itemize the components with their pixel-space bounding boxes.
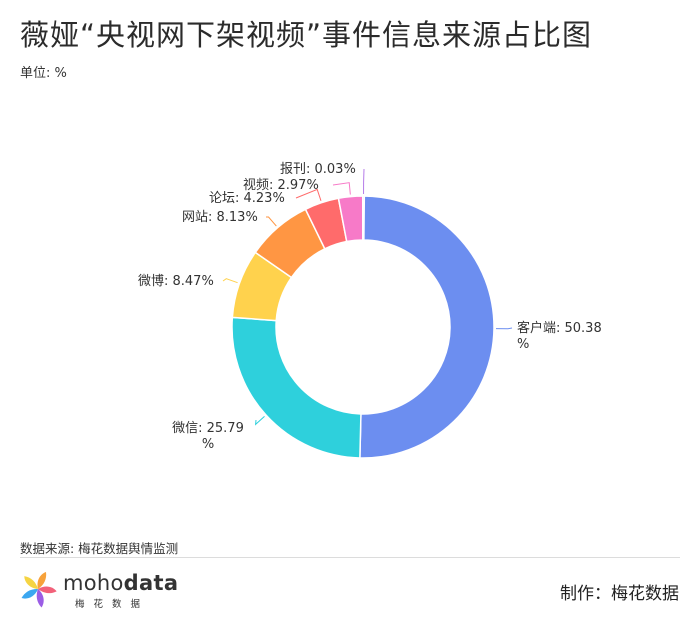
data-label-微信: 微信: 25.79% (172, 421, 244, 452)
data-label-视频: 视频: 2.97% (243, 178, 319, 193)
logo-subtitle: 梅花数据 (75, 599, 150, 610)
leader-line-客户端 (495, 327, 513, 330)
logo-word-light: moho (63, 571, 124, 595)
logo-wordmark: mohodata (63, 571, 178, 595)
maker-credit: 制作：梅花数据 (560, 584, 679, 604)
leader-line-论坛 (295, 188, 322, 201)
data-label-论坛: 论坛: 4.23% (209, 191, 285, 206)
chart-title: 薇娅“央视网下架视频”事件信息来源占比图 (20, 18, 593, 52)
mohodata-logo: mohodata 梅花数据 (18, 569, 178, 611)
logo-word-bold: data (123, 571, 179, 595)
footer-divider (20, 557, 680, 558)
data-source: 数据来源: 梅花数据舆情监测 (20, 541, 179, 556)
data-label-客户端: 客户端: 50.38% (517, 320, 602, 352)
slice-客户端 (359, 195, 495, 459)
data-label-微博: 微博: 8.47% (138, 274, 214, 289)
leader-line-视频 (332, 182, 351, 195)
leader-line-微信 (254, 415, 265, 426)
leader-line-网站 (265, 216, 277, 227)
leader-line-微博 (222, 278, 238, 284)
data-label-报刊: 报刊: 0.03% (280, 162, 356, 177)
unit-label: 单位: % (20, 66, 67, 81)
pinwheel-icon (21, 572, 57, 608)
data-label-网站: 网站: 8.13% (182, 210, 258, 225)
slice-报刊 (362, 195, 366, 241)
donut-chart: 客户端: 50.38 % 微信: 25.79 % 微博: 8.47% 网站: 8.13% 论… (138, 162, 602, 459)
slice-微信 (231, 316, 362, 459)
